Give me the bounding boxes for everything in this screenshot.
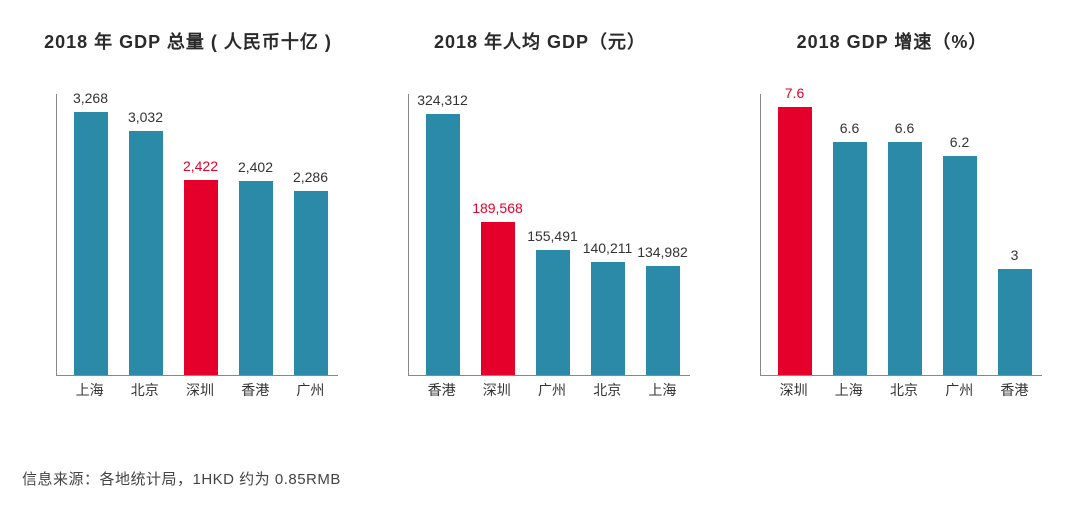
bar-value-label: 140,211	[583, 240, 633, 256]
bar-value-label: 189,568	[472, 200, 523, 216]
bar-slot: 2,422	[173, 158, 228, 375]
bar-slot: 2,286	[283, 169, 338, 375]
footnote-text: 信息来源：各地统计局，1HKD 约为 0.85RMB	[22, 468, 341, 489]
x-axis-label: 深圳	[172, 380, 227, 404]
x-axis-label: 香港	[987, 380, 1042, 404]
bar-rect	[591, 262, 625, 375]
bar-value-label: 3,268	[73, 90, 108, 106]
bar-rect	[833, 142, 867, 375]
bar-value-label: 3	[1011, 247, 1019, 263]
bar-rect	[778, 107, 812, 375]
bar-rect	[74, 112, 108, 375]
charts-row: 2018 年 GDP 总量 ( 人民币十亿 ) 3,268 3,032 2,422 2…	[38, 28, 1042, 448]
bar-slot: 6.2	[932, 134, 987, 375]
bar-slot: 6.6	[877, 120, 932, 375]
plot-bars: 7.66.66.66.23	[760, 94, 1042, 376]
x-axis-label: 广州	[524, 380, 579, 404]
bar-rect	[646, 266, 680, 375]
x-labels: 深圳上海北京广州香港	[760, 380, 1042, 404]
x-labels: 上海北京深圳香港广州	[56, 380, 338, 404]
bar-rect	[294, 191, 328, 375]
bar-slot: 189,568	[470, 200, 525, 375]
bar-slot: 3,268	[63, 90, 118, 375]
x-axis-label: 深圳	[766, 380, 821, 404]
x-axis-label: 北京	[580, 380, 635, 404]
bar-slot: 7.6	[767, 85, 822, 375]
x-axis-label: 上海	[821, 380, 876, 404]
x-axis-label: 北京	[117, 380, 172, 404]
bar-rect	[426, 114, 460, 375]
chart-plot: 324,312 189,568155,491 140,211134,982 香港深圳广…	[390, 94, 690, 404]
bar-value-label: 3,032	[128, 109, 163, 125]
chart-panel-gdp-total: 2018 年 GDP 总量 ( 人民币十亿 ) 3,268 3,032 2,422 2…	[38, 28, 338, 448]
bar-rect	[184, 180, 218, 375]
bar-value-label: 2,286	[293, 169, 328, 185]
x-axis-label: 香港	[228, 380, 283, 404]
bar-value-label: 6.6	[895, 120, 914, 136]
bar-value-label: 324,312	[417, 92, 468, 108]
x-axis-label: 广州	[283, 380, 338, 404]
bar-value-label: 2,402	[238, 159, 273, 175]
plot-bars: 324,312 189,568155,491 140,211134,982	[408, 94, 690, 376]
bar-slot: 3,032	[118, 109, 173, 375]
x-axis-label: 深圳	[469, 380, 524, 404]
bar-rect	[536, 250, 570, 375]
page-root: 2018 年 GDP 总量 ( 人民币十亿 ) 3,268 3,032 2,422 2…	[0, 0, 1080, 509]
bar-value-label: 6.6	[840, 120, 859, 136]
bar-value-label: 2,422	[183, 158, 218, 174]
bar-rect	[129, 131, 163, 375]
bar-value-label: 6.2	[950, 134, 969, 150]
bar-slot: 2,402	[228, 159, 283, 375]
bar-rect	[481, 222, 515, 375]
bar-slot: 6.6	[822, 120, 877, 375]
bar-rect	[888, 142, 922, 375]
chart-title: 2018 年人均 GDP（元）	[434, 28, 646, 54]
bar-value-label: 134,982	[637, 244, 688, 260]
x-axis-label: 广州	[932, 380, 987, 404]
x-axis-label: 上海	[635, 380, 690, 404]
chart-panel-gdp-growth: 2018 GDP 增速（%） 7.6 6.6 6.6 6.2 3 深圳上海北京广州香港	[742, 28, 1042, 448]
chart-title: 2018 GDP 增速（%）	[797, 28, 988, 54]
chart-plot: 7.66.66.66.23深圳上海北京广州香港	[742, 94, 1042, 404]
bar-rect	[943, 156, 977, 375]
bar-value-label: 7.6	[785, 85, 804, 101]
chart-plot: 3,2683,0322,4222,4022,286上海北京深圳香港广州	[38, 94, 338, 404]
x-labels: 香港深圳广州北京上海	[408, 380, 690, 404]
plot-bars: 3,2683,0322,4222,4022,286	[56, 94, 338, 376]
chart-title: 2018 年 GDP 总量 ( 人民币十亿 )	[44, 28, 332, 54]
bar-value-label: 155,491	[527, 228, 578, 244]
bar-rect	[239, 181, 273, 375]
bar-slot: 134,982	[635, 244, 690, 375]
x-axis-label: 上海	[62, 380, 117, 404]
chart-panel-gdp-percapita: 2018 年人均 GDP（元） 324,312 189,568155,491 140…	[390, 28, 690, 448]
bar-slot: 140,211	[580, 240, 635, 375]
x-axis-label: 香港	[414, 380, 469, 404]
bar-rect	[998, 269, 1032, 375]
bar-slot: 3	[987, 247, 1042, 375]
bar-slot: 155,491	[525, 228, 580, 375]
bar-slot: 324,312	[415, 92, 470, 375]
x-axis-label: 北京	[876, 380, 931, 404]
